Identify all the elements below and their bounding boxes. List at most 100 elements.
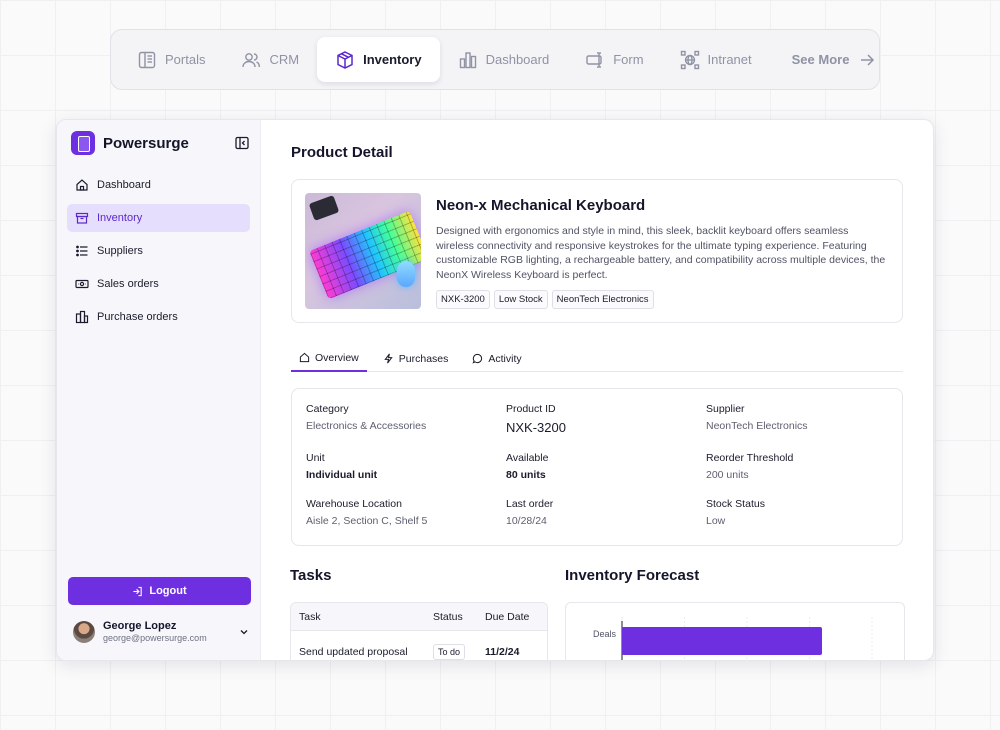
due-date: 11/2/24 bbox=[485, 646, 520, 658]
sidebar-item-suppliers[interactable]: Suppliers bbox=[67, 237, 250, 265]
brand-logo bbox=[71, 131, 95, 155]
sidebar-item-label: Purchase orders bbox=[97, 311, 178, 323]
network-icon bbox=[680, 50, 699, 69]
table-row[interactable]: Send updated proposal To do 11/2/24 bbox=[291, 631, 547, 660]
tab-portals[interactable]: Portals bbox=[119, 37, 223, 82]
tab-label: Intranet bbox=[707, 52, 752, 67]
chevron-down-icon[interactable] bbox=[239, 627, 249, 637]
app-switcher: Portals CRM Inventory Dashboard Form Int… bbox=[110, 29, 880, 90]
detail-value: 10/28/24 bbox=[506, 515, 547, 527]
tasks-title: Tasks bbox=[290, 567, 332, 584]
form-icon bbox=[586, 51, 602, 68]
sidebar: Powersurge Dashboard Inventory Suppliers… bbox=[57, 120, 261, 660]
column-header: Task bbox=[299, 610, 321, 623]
detail-label: Stock Status bbox=[706, 498, 765, 510]
tab-purchases[interactable]: Purchases bbox=[375, 345, 457, 372]
detail-label: Reorder Threshold bbox=[706, 452, 794, 464]
arrow-right-icon bbox=[861, 53, 875, 66]
sidebar-collapse-icon[interactable] bbox=[234, 135, 250, 151]
user-name: George Lopez bbox=[103, 620, 177, 632]
tab-label: Purchases bbox=[398, 352, 449, 365]
building-icon bbox=[75, 310, 89, 324]
box-icon bbox=[337, 50, 353, 69]
sidebar-item-label: Suppliers bbox=[97, 245, 143, 257]
category-label: Deals bbox=[593, 629, 617, 639]
home-icon bbox=[76, 179, 88, 191]
detail-value: Aisle 2, Section C, Shelf 5 bbox=[306, 515, 428, 527]
detail-label: Product ID bbox=[506, 403, 556, 415]
forecast-title: Inventory Forecast bbox=[565, 567, 700, 584]
tab-crm[interactable]: CRM bbox=[223, 37, 317, 82]
detail-tabs: Overview Purchases Activity bbox=[291, 345, 903, 372]
logout-button[interactable]: Logout bbox=[68, 577, 251, 605]
detail-value: NeonTech Electronics bbox=[706, 420, 808, 432]
bar-deals bbox=[622, 627, 822, 655]
user-email: george@powersurge.com bbox=[103, 633, 207, 643]
brand-name: Powersurge bbox=[103, 134, 189, 152]
brand: Powersurge bbox=[67, 131, 250, 155]
chart-icon bbox=[459, 51, 476, 68]
tag-supplier: NeonTech Electronics bbox=[551, 290, 654, 310]
product-card: Neon-x Mechanical Keyboard Designed with… bbox=[291, 179, 903, 323]
tag-sku: NXK-3200 bbox=[436, 290, 490, 310]
sidebar-item-inventory[interactable]: Inventory bbox=[67, 204, 250, 232]
main-content: Product Detail Neon-x Mechanical Keyboar… bbox=[261, 120, 933, 660]
tab-intranet[interactable]: Intranet bbox=[662, 37, 770, 82]
tab-label: Dashboard bbox=[485, 52, 550, 67]
tab-dashboard[interactable]: Dashboard bbox=[440, 37, 568, 82]
sidebar-item-dashboard[interactable]: Dashboard bbox=[67, 171, 250, 199]
product-tags: NXK-3200 Low Stock NeonTech Electronics bbox=[436, 290, 889, 310]
tag-stock: Low Stock bbox=[493, 290, 548, 310]
page-title: Product Detail bbox=[291, 144, 393, 161]
lightning-icon bbox=[384, 353, 393, 364]
tab-label: Activity bbox=[488, 352, 522, 365]
product-details: Category Electronics & Accessories Produc… bbox=[291, 388, 903, 546]
status-badge: To do bbox=[433, 644, 466, 660]
detail-value: 200 units bbox=[706, 469, 749, 481]
inventory-icon bbox=[75, 212, 89, 224]
logout-icon bbox=[133, 586, 143, 596]
see-more-link[interactable]: See More bbox=[774, 37, 896, 82]
detail-label: Supplier bbox=[706, 403, 745, 415]
sidebar-item-label: Sales orders bbox=[97, 278, 159, 290]
detail-label: Unit bbox=[306, 452, 325, 464]
detail-label: Last order bbox=[506, 498, 554, 510]
forecast-chart-svg: Deals bbox=[593, 617, 873, 660]
detail-value: NXK-3200 bbox=[506, 420, 566, 435]
product-image bbox=[305, 193, 421, 309]
tab-label: Form bbox=[613, 52, 644, 67]
task-name: Send updated proposal bbox=[299, 646, 408, 658]
sidebar-item-sales-orders[interactable]: Sales orders bbox=[67, 270, 250, 298]
detail-value: Electronics & Accessories bbox=[306, 420, 427, 432]
tab-activity[interactable]: Activity bbox=[464, 345, 529, 372]
user-profile[interactable]: George Lopez george@powersurge.com bbox=[73, 620, 249, 643]
tasks-table: Task Status Due Date Send updated propos… bbox=[290, 602, 548, 660]
money-icon bbox=[75, 279, 89, 289]
detail-label: Available bbox=[506, 452, 549, 464]
avatar bbox=[73, 620, 95, 643]
users-icon bbox=[242, 52, 261, 67]
detail-label: Category bbox=[306, 403, 349, 415]
home-icon bbox=[299, 352, 310, 363]
app-window: Powersurge Dashboard Inventory Suppliers… bbox=[56, 119, 934, 661]
sidebar-item-label: Dashboard bbox=[97, 179, 151, 191]
product-name: Neon-x Mechanical Keyboard bbox=[436, 197, 646, 214]
detail-value: 80 units bbox=[506, 469, 546, 481]
tab-inventory[interactable]: Inventory bbox=[317, 37, 440, 82]
tab-label: CRM bbox=[269, 52, 300, 67]
logout-label: Logout bbox=[149, 585, 187, 597]
portals-icon bbox=[138, 51, 156, 68]
see-more-label: See More bbox=[791, 52, 850, 67]
detail-value: Individual unit bbox=[306, 469, 378, 481]
tab-label: Inventory bbox=[363, 52, 422, 67]
list-icon bbox=[76, 245, 88, 257]
detail-value: Low bbox=[706, 515, 726, 527]
table-header: Task Status Due Date bbox=[291, 603, 547, 631]
tab-form[interactable]: Form bbox=[567, 37, 661, 82]
column-header: Due Date bbox=[485, 610, 530, 623]
tab-overview[interactable]: Overview bbox=[291, 345, 367, 372]
sidebar-item-purchase-orders[interactable]: Purchase orders bbox=[67, 303, 250, 331]
tab-label: Overview bbox=[315, 351, 359, 364]
tab-label: Portals bbox=[165, 52, 206, 67]
chat-icon bbox=[472, 353, 483, 364]
